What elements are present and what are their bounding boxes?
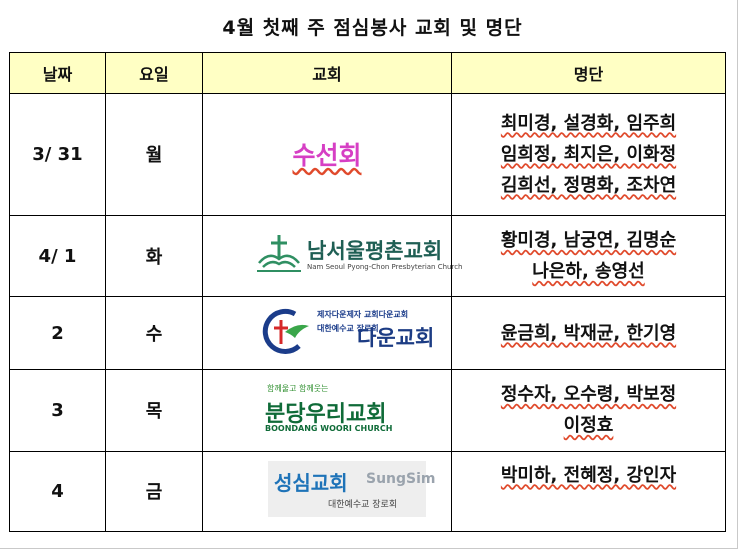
table-row: 2 수 제자다운제자 교회다운교회 대한예수교 장로회 다운교회 윤금희, 박재… xyxy=(9,296,726,370)
bundang-name: 분당우리교회 xyxy=(265,401,387,427)
date-cell: 3/ 31 xyxy=(9,93,106,216)
sungsim-english-name: SungSim xyxy=(366,470,436,487)
date-cell: 3 xyxy=(9,368,106,452)
table-row: 3 목 함께울고 함께웃는 분당우리교회 BOONDANG WOORI CHUR… xyxy=(9,368,726,452)
table-row: 4 금 성심교회 SungSim 대한예수교 장로회 박미하, 전혜정, 강인자 xyxy=(9,450,726,533)
church-cell: 함께울고 함께웃는 분당우리교회 BOONDANG WOORI CHURCH xyxy=(202,368,452,452)
names-line: 이정효 xyxy=(563,415,614,437)
namseoul-english-name: Nam Seoul Pyong-Chon Presbyterian Church xyxy=(307,262,463,271)
names-line: 황미경, 남궁연, 김명순 xyxy=(500,230,677,252)
names-cell: 최미경, 설경화, 임주희 임희정, 최지은, 이화정 김희선, 정명화, 조차… xyxy=(451,93,726,216)
bundang-english-name: BOONDANG WOORI CHURCH xyxy=(265,423,393,433)
sungsim-name: 성심교회 xyxy=(274,470,348,495)
names-line: 최미경, 설경화, 임주희 xyxy=(500,112,677,134)
names-line: 김희선, 정명화, 조차연 xyxy=(500,174,677,196)
daun-dove-cross-icon xyxy=(262,308,309,354)
daun-tagline: 제자다운제자 교회다운교회 xyxy=(317,309,409,319)
day-cell: 화 xyxy=(105,214,203,298)
names-cell: 황미경, 남궁연, 김명순 나은하, 송영선 xyxy=(451,214,726,298)
day-cell: 수 xyxy=(105,296,203,370)
day-cell: 금 xyxy=(105,450,203,533)
table-row: 3/ 31 월 수선회 최미경, 설경화, 임주희 임희정, 최지은, 이화정 … xyxy=(9,93,726,216)
names-line: 윤금희, 박재균, 한기영 xyxy=(500,322,677,344)
names-cell: 박미하, 전혜정, 강인자 xyxy=(451,450,726,533)
bundang-church-logo: 함께울고 함께웃는 분당우리교회 BOONDANG WOORI CHURCH xyxy=(261,382,411,434)
church-cell: 남서울평촌교회 Nam Seoul Pyong-Chon Presbyteria… xyxy=(202,214,463,298)
bundang-slogan: 함께울고 함께웃는 xyxy=(267,383,329,393)
sungsim-denomination: 대한예수교 장로회 xyxy=(328,499,398,510)
date-cell: 4 xyxy=(9,450,106,533)
day-cell: 월 xyxy=(105,93,203,216)
header-row: 날짜 요일 교회 명단 xyxy=(9,52,726,94)
daun-name: 다운교회 xyxy=(357,325,435,350)
namseoul-name: 남서울평촌교회 xyxy=(307,238,443,263)
day-cell: 목 xyxy=(105,368,203,452)
namseoul-church-logo: 남서울평촌교회 Nam Seoul Pyong-Chon Presbyteria… xyxy=(255,233,463,275)
names-cell: 윤금희, 박재균, 한기영 xyxy=(451,296,726,370)
church-cell: 수선회 xyxy=(202,93,452,216)
date-cell: 4/ 1 xyxy=(9,214,106,298)
church-cell: 성심교회 SungSim 대한예수교 장로회 xyxy=(202,450,452,533)
names-line: 정수자, 오수령, 박보정 xyxy=(500,384,677,406)
names-line: 나은하, 송영선 xyxy=(532,261,645,283)
table-row: 4/ 1 화 남서울평촌교회 Nam Seoul Pyong-Chon Pres… xyxy=(9,214,726,298)
daun-denomination: 대한예수교 장로회 xyxy=(317,323,379,333)
header-church: 교회 xyxy=(202,52,452,94)
daun-church-logo: 제자다운제자 교회다운교회 대한예수교 장로회 다운교회 xyxy=(259,306,435,356)
sungsim-church-logo: 성심교회 SungSim 대한예수교 장로회 xyxy=(268,460,436,517)
names-cell: 정수자, 오수령, 박보정 이정효 xyxy=(451,368,726,452)
namseoul-emblem-icon xyxy=(257,234,301,272)
names-line: 박미하, 전혜정, 강인자 xyxy=(500,464,677,486)
date-cell: 2 xyxy=(9,296,106,370)
document-title: 4월 첫째 주 점심봉사 교회 및 명단 xyxy=(222,17,523,39)
header-date: 날짜 xyxy=(9,52,106,94)
church-cell: 제자다운제자 교회다운교회 대한예수교 장로회 다운교회 xyxy=(202,296,452,370)
sunseon-logo-text: 수선회 xyxy=(292,141,362,171)
header-day: 요일 xyxy=(105,52,203,94)
names-line: 임희정, 최지은, 이화정 xyxy=(500,143,677,165)
header-roster: 명단 xyxy=(451,52,726,94)
roster-table: 날짜 요일 교회 명단 3/ 31 월 수선회 최미경, 설경화, 임주희 임희… xyxy=(9,52,726,533)
